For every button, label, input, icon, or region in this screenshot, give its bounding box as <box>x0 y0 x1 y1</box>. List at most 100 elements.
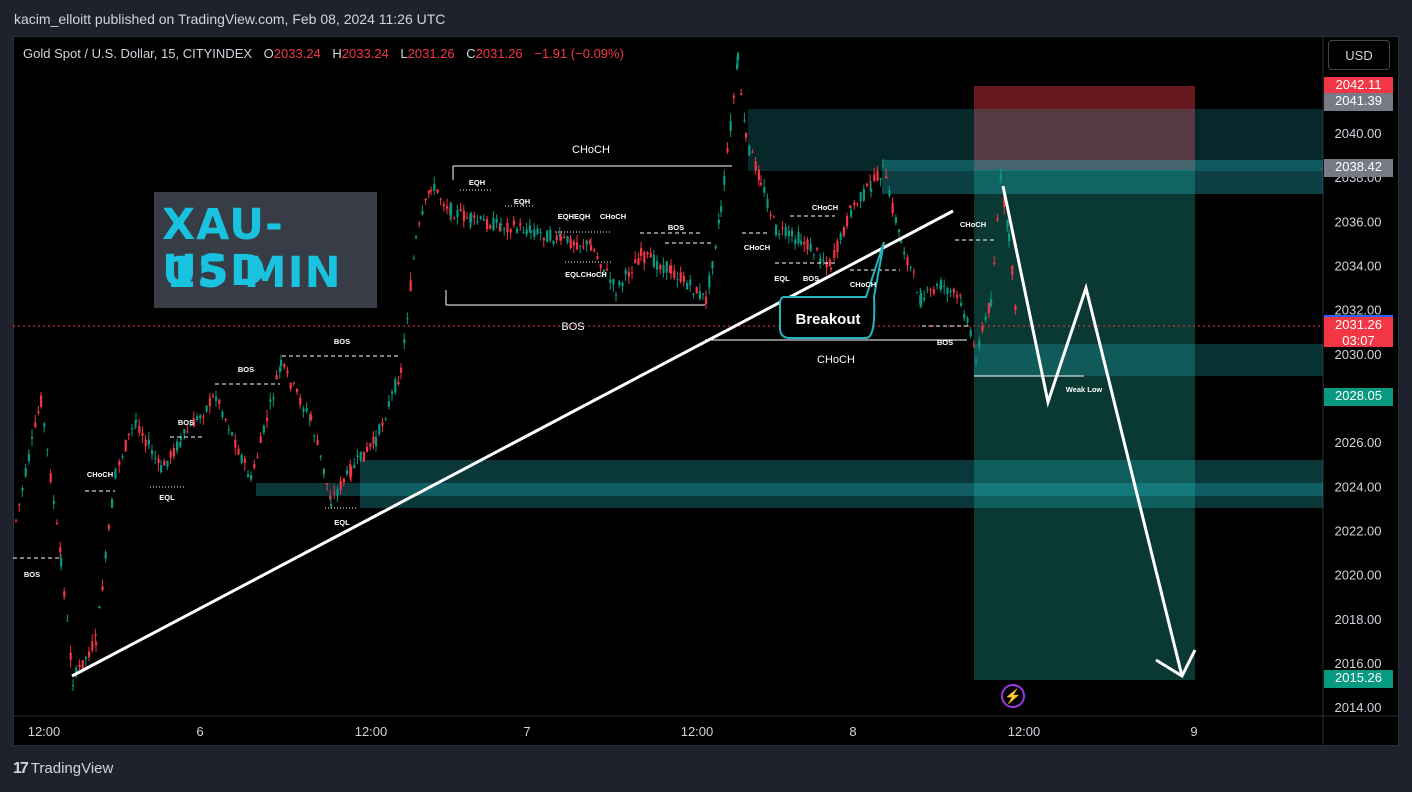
candle-body <box>127 433 130 436</box>
candle-body <box>612 279 615 285</box>
candle-body <box>330 504 333 507</box>
candle-body <box>984 316 987 321</box>
candle-body <box>479 216 482 219</box>
candle-body <box>800 240 803 245</box>
candle-body <box>391 391 394 394</box>
candle-body <box>46 449 49 451</box>
candle-body <box>52 501 55 504</box>
time-tick: 9 <box>1190 724 1197 739</box>
price-tick: 2032.00 <box>1335 303 1382 318</box>
bos-label-5: BOS <box>668 223 684 232</box>
candle-body <box>516 228 519 233</box>
candle-body <box>599 264 602 269</box>
candle-body <box>882 165 885 167</box>
candle-body <box>503 228 506 230</box>
candle-body <box>853 202 856 205</box>
candle-body <box>643 252 646 264</box>
candle-body <box>121 455 124 458</box>
candle-body <box>920 293 923 307</box>
candle-body <box>470 213 473 223</box>
candle-body <box>234 439 237 448</box>
candle-body <box>528 225 531 231</box>
candle-body <box>272 397 275 400</box>
candle-body <box>757 169 760 181</box>
candle-body <box>839 233 842 240</box>
candle-body <box>415 236 418 239</box>
candle-body <box>999 174 1002 181</box>
candle-body <box>459 209 462 211</box>
candle-body <box>1008 233 1011 242</box>
candle-body <box>702 293 705 295</box>
candle-body <box>803 242 806 245</box>
symbol-name: Gold Spot / U.S. Dollar, 15, CITYINDEX <box>23 46 253 61</box>
candle-body <box>141 432 144 436</box>
bos-label-3: BOS <box>238 365 254 374</box>
candle-body <box>95 642 98 646</box>
bos-label-7: BOS <box>937 338 953 347</box>
candle-body <box>114 471 117 479</box>
candle-body <box>533 229 536 238</box>
candle-body <box>466 217 469 219</box>
candle-body <box>66 620 69 622</box>
candle-body <box>732 95 735 98</box>
candle-body <box>412 258 415 260</box>
tradingview-logo-icon: 17 <box>13 760 29 777</box>
candle-body <box>582 246 585 248</box>
open-value: 2033.24 <box>273 46 321 61</box>
candle-body <box>558 233 561 237</box>
candle-body <box>359 451 362 461</box>
candle-body <box>876 171 879 181</box>
time-tick: 7 <box>523 724 530 739</box>
candle-body <box>705 296 708 305</box>
candle-body <box>627 271 630 277</box>
price-tick: 2036.00 <box>1335 214 1382 229</box>
candle-body <box>943 285 946 287</box>
candle-body <box>509 229 512 233</box>
candle-body <box>278 367 281 372</box>
candle-body <box>91 641 94 651</box>
candle-body <box>916 292 919 294</box>
candle-body <box>972 344 975 346</box>
candle-body <box>439 198 442 200</box>
candle-body <box>766 198 769 208</box>
candle-body <box>31 436 34 439</box>
candle-body <box>218 399 221 404</box>
candle-body <box>492 217 495 231</box>
candle-body <box>806 239 809 250</box>
candle-body <box>588 240 591 243</box>
candle-body <box>339 480 342 490</box>
candle-body <box>512 220 515 225</box>
candle-body <box>406 317 409 320</box>
tradingview-brand[interactable]: 17 TradingView <box>13 760 113 778</box>
candle-body <box>891 202 894 214</box>
demand-zone-thin <box>256 483 1323 496</box>
candle-body <box>952 288 955 293</box>
candle-body <box>909 266 912 268</box>
candle-body <box>450 203 453 217</box>
candle-body <box>602 269 605 273</box>
target-zone <box>974 170 1195 680</box>
candle-body <box>240 454 243 463</box>
lightning-icon[interactable]: ⚡ <box>1001 684 1025 708</box>
candle-body <box>342 478 345 483</box>
candle-body <box>310 414 313 420</box>
eql-label-2: EQL <box>334 518 350 527</box>
candle-body <box>566 236 569 243</box>
candle-body <box>525 229 528 235</box>
candle-body <box>940 279 943 290</box>
candle-body <box>75 667 78 676</box>
candle-body <box>18 503 21 505</box>
currency-button[interactable]: USD <box>1328 40 1390 70</box>
candle-body <box>476 221 479 223</box>
candle-body <box>856 203 859 205</box>
candle-body <box>1003 195 1006 207</box>
candle-body <box>179 442 182 447</box>
candle-body <box>283 364 286 368</box>
candle-body <box>124 440 127 452</box>
breakout-label: Breakout <box>795 311 860 328</box>
candle-body <box>903 252 906 255</box>
candle-body <box>192 418 195 427</box>
candle-body <box>24 467 27 477</box>
candle-body <box>590 245 593 251</box>
